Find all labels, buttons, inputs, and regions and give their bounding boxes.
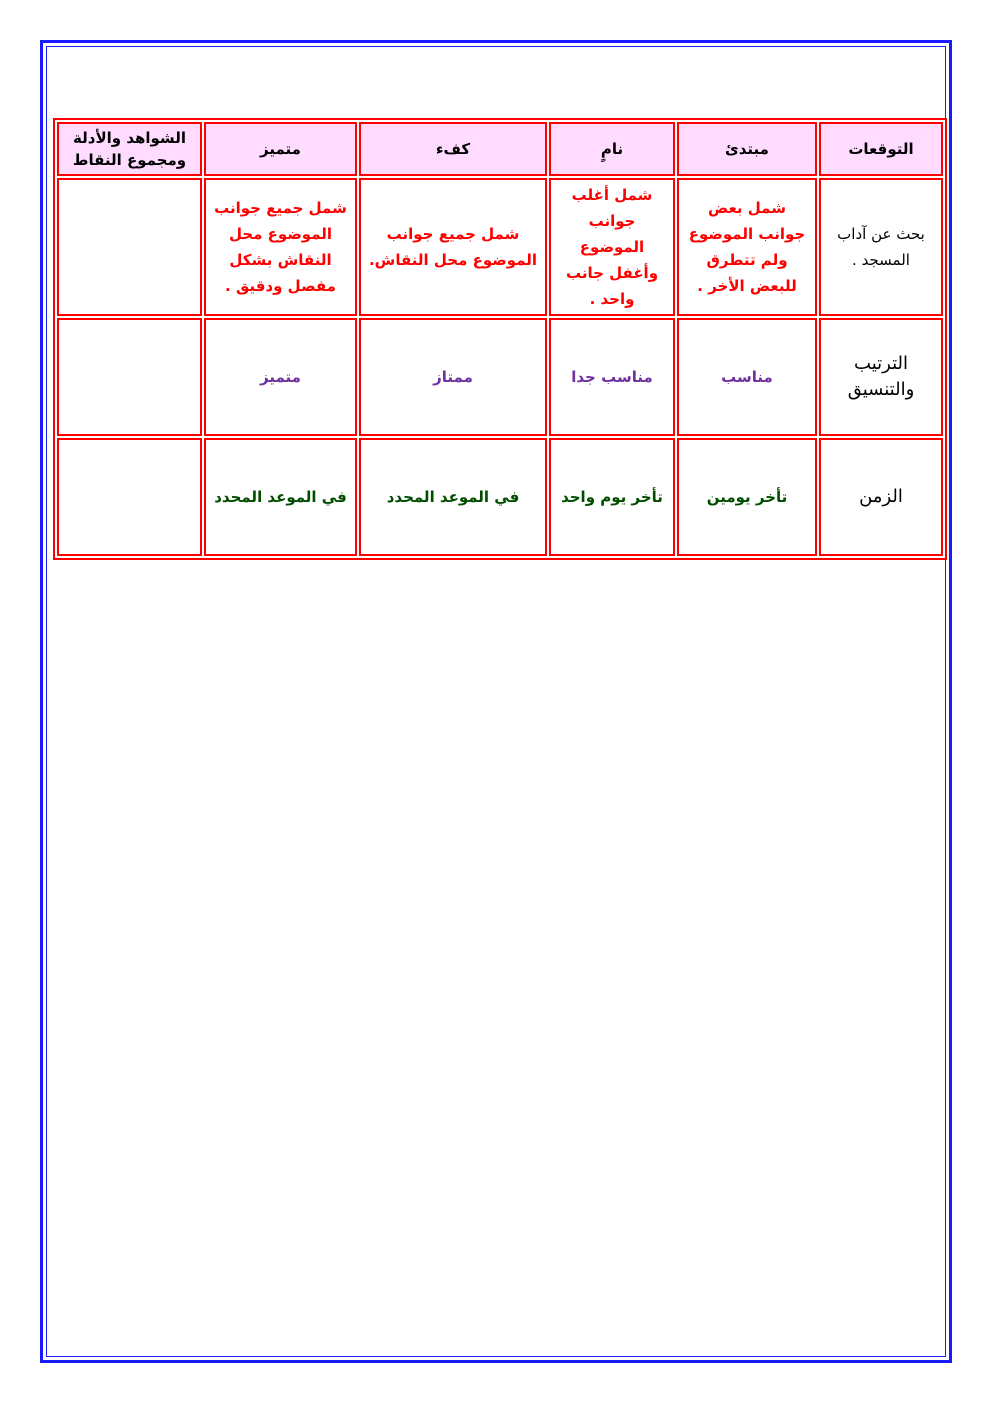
page-border-inner — [46, 46, 946, 1357]
evidence-cell[interactable] — [57, 178, 202, 316]
level-cell: في الموعد المحدد — [359, 438, 547, 556]
header-developing: نامٍ — [549, 122, 675, 176]
level-cell: مناسب جدا — [549, 318, 675, 436]
level-cell: شمل بعض جوانب الموضوع ولم تتطرق للبعض ال… — [677, 178, 817, 316]
header-evidence: الشواهد والأدلة ومجموع النقاط — [57, 122, 202, 176]
rubric-table: التوقعات مبتدئ نامٍ كفء متميز الشواهد وا… — [53, 118, 947, 560]
level-cell: مناسب — [677, 318, 817, 436]
header-expectations: التوقعات — [819, 122, 943, 176]
level-cell: تأخر يوم واحد — [549, 438, 675, 556]
header-beginner: مبتدئ — [677, 122, 817, 176]
level-cell: شمل جميع جوانب الموضوع محل النقاش. — [359, 178, 547, 316]
level-cell: ممتاز — [359, 318, 547, 436]
evidence-cell[interactable] — [57, 438, 202, 556]
page-border-outer — [40, 40, 952, 1363]
level-cell: شمل أغلب جوانب الموضوع وأغفل جانب واحد . — [549, 178, 675, 316]
level-cell: شمل جميع جوانب الموضوع محل النقاش بشكل م… — [204, 178, 357, 316]
criterion-cell: الترتيب والتنسيق — [819, 318, 943, 436]
table-row: الترتيب والتنسيق مناسب مناسب جدا ممتاز م… — [57, 318, 943, 436]
header-row: التوقعات مبتدئ نامٍ كفء متميز الشواهد وا… — [57, 122, 943, 176]
criterion-cell: بحث عن آداب المسجد . — [819, 178, 943, 316]
criterion-cell: الزمن — [819, 438, 943, 556]
evidence-cell[interactable] — [57, 318, 202, 436]
header-competent: كفء — [359, 122, 547, 176]
table-row: بحث عن آداب المسجد . شمل بعض جوانب الموض… — [57, 178, 943, 316]
level-cell: متميز — [204, 318, 357, 436]
level-cell: تأخر يومين — [677, 438, 817, 556]
header-excellent: متميز — [204, 122, 357, 176]
level-cell: في الموعد المحدد — [204, 438, 357, 556]
table-row: الزمن تأخر يومين تأخر يوم واحد في الموعد… — [57, 438, 943, 556]
